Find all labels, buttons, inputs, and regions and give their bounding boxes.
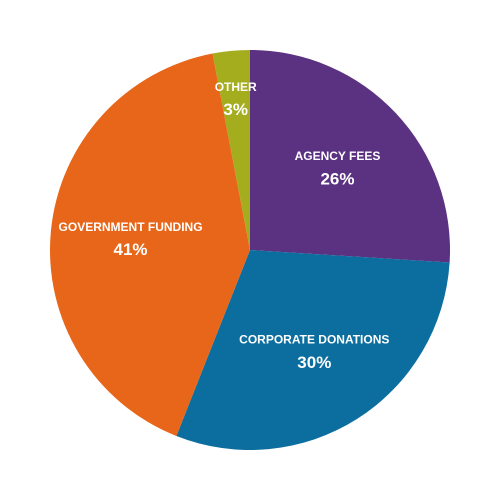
slice-name: CORPORATE DONATIONS	[239, 332, 389, 346]
slice-name: AGENCY FEES	[295, 149, 381, 163]
slice-name: GOVERNMENT FUNDING	[59, 220, 203, 234]
pie-slice	[250, 50, 450, 263]
pie-slice	[212, 50, 250, 250]
slice-value-label: 30%	[297, 353, 331, 372]
slice-value-label: 41%	[114, 240, 148, 259]
slice-name: OTHER	[215, 80, 257, 94]
pie-slice	[50, 53, 251, 436]
slice-value-label: 26%	[320, 169, 354, 188]
slice-value-label: 3%	[223, 100, 248, 119]
pie-slice	[176, 250, 450, 450]
